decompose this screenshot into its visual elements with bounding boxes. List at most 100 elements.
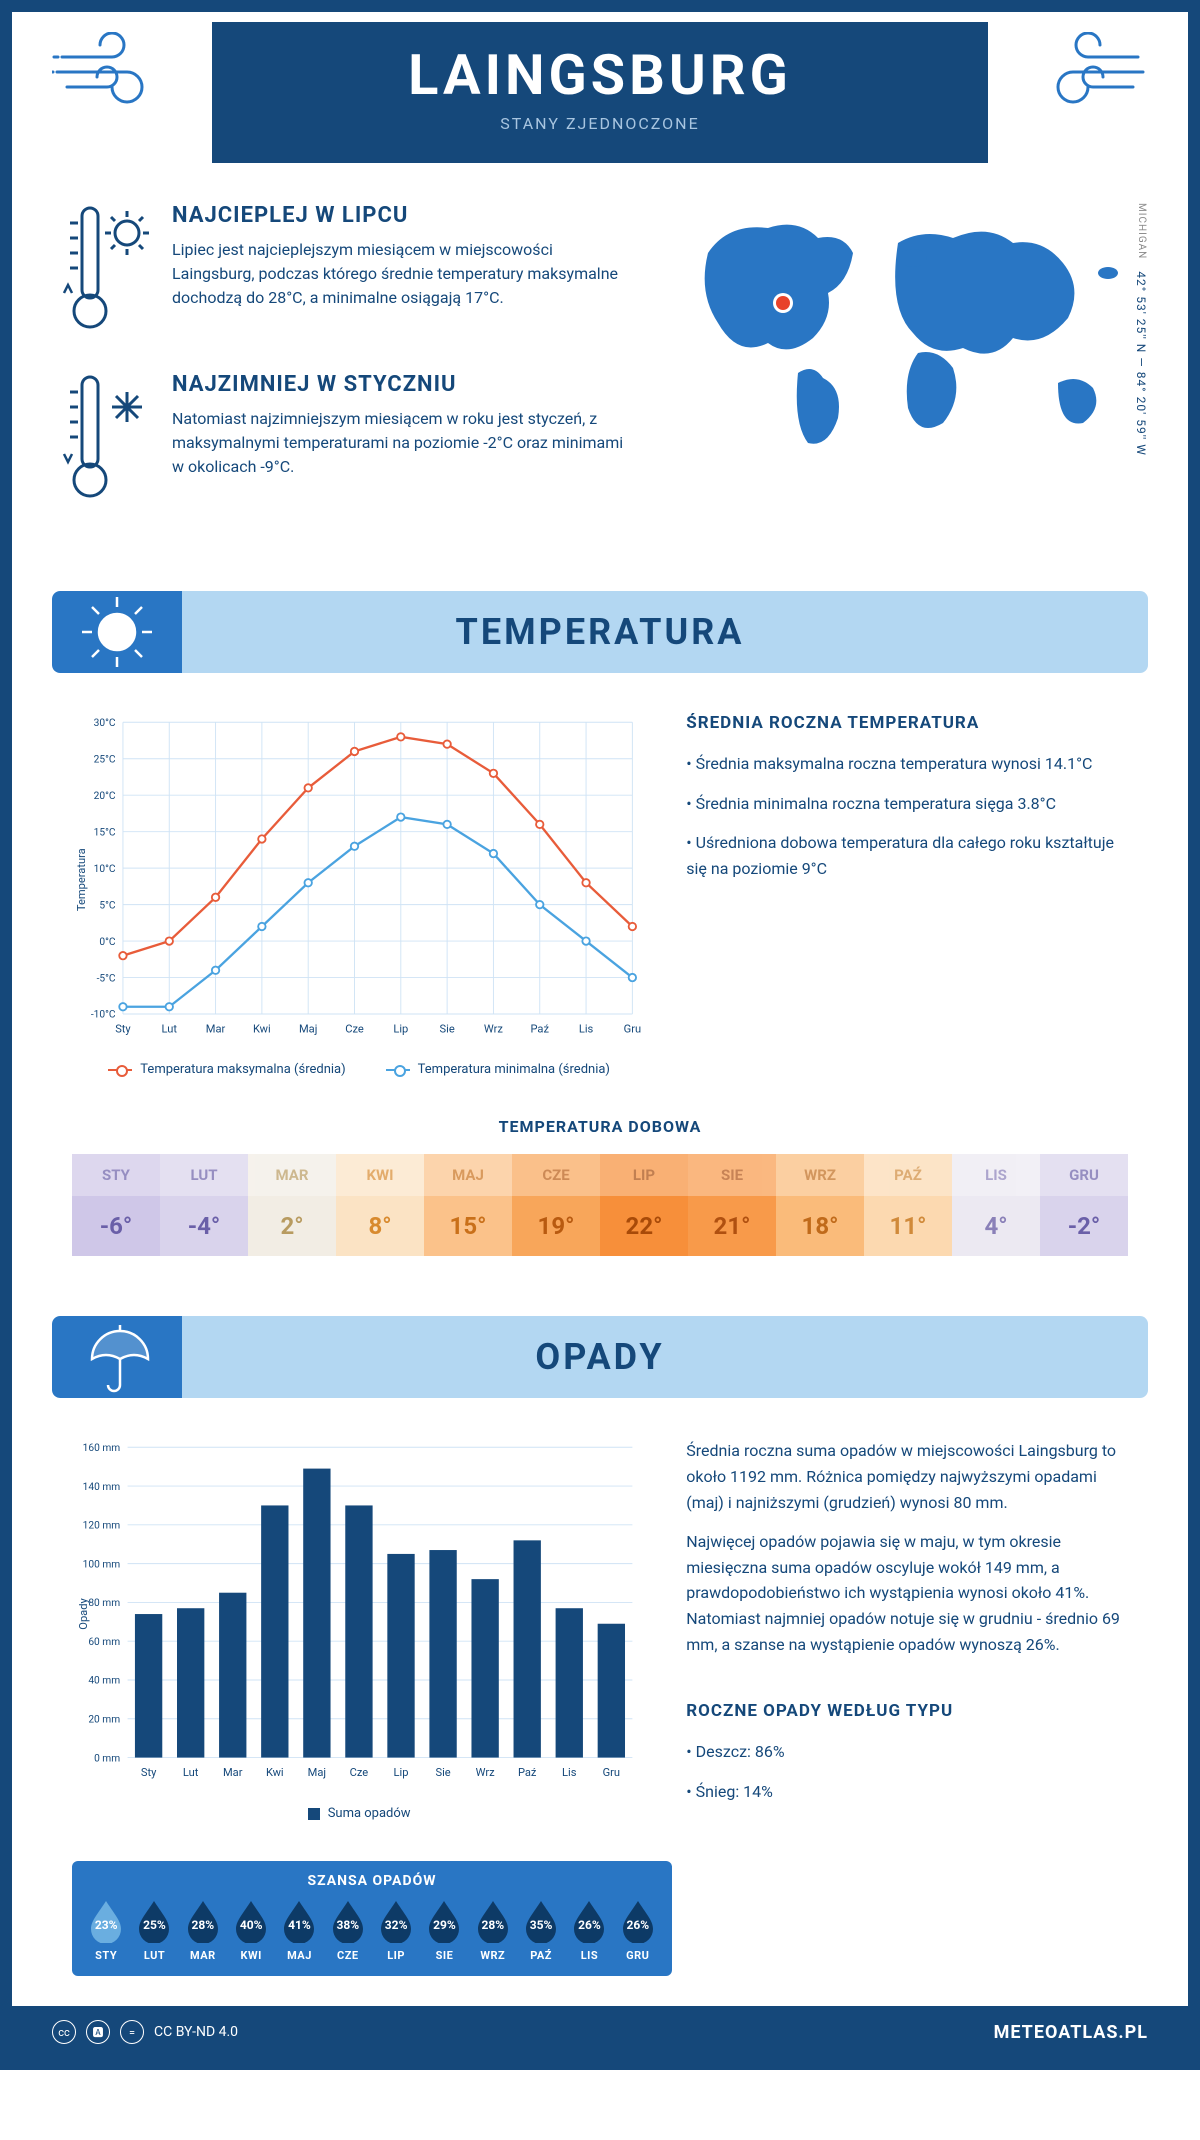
- cc-icon: cc: [52, 2020, 76, 2044]
- temp-col: KWI 8°: [336, 1154, 424, 1256]
- svg-text:Maj: Maj: [299, 1023, 317, 1036]
- temp-legend: Temperatura maksymalna (średnia) Tempera…: [72, 1062, 646, 1077]
- page: LAINGSBURG STANY ZJEDNOCZONE: [0, 0, 1200, 2070]
- bytype-title: ROCZNE OPADY WEDŁUG TYPU: [686, 1701, 1128, 1721]
- svg-text:Opady: Opady: [77, 1598, 90, 1630]
- svg-text:Paź: Paź: [530, 1023, 549, 1036]
- svg-text:Lis: Lis: [579, 1023, 594, 1036]
- daily-temp-section: TEMPERATURA DOBOWA STY -6°LUT -4°MAR 2°K…: [12, 1097, 1188, 1296]
- temp-col: LUT -4°: [160, 1154, 248, 1256]
- svg-text:Lut: Lut: [162, 1023, 178, 1036]
- svg-text:Cze: Cze: [345, 1023, 364, 1036]
- daily-temp-title: TEMPERATURA DOBOWA: [72, 1117, 1128, 1136]
- header-wrap: LAINGSBURG STANY ZJEDNOCZONE: [12, 12, 1188, 163]
- country-subtitle: STANY ZJEDNOCZONE: [212, 114, 988, 133]
- rain-chance-title: SZANSA OPADÓW: [72, 1873, 672, 1889]
- intro-section: NAJCIEPLEJ W LIPCU Lipiec jest najcieple…: [12, 163, 1188, 571]
- svg-text:100 mm: 100 mm: [83, 1560, 121, 1571]
- svg-text:Lip: Lip: [394, 1767, 409, 1780]
- svg-text:10°C: 10°C: [94, 864, 116, 875]
- drop-item: 26%LIS: [570, 1899, 608, 1962]
- world-map: [678, 203, 1138, 467]
- svg-text:Gru: Gru: [603, 1767, 620, 1780]
- warmest-body: Lipiec jest najcieplejszym miesiącem w m…: [172, 238, 638, 310]
- temp-col: WRZ 18°: [776, 1154, 864, 1256]
- precip-legend: Suma opadów: [72, 1806, 646, 1821]
- daily-temp-table: STY -6°LUT -4°MAR 2°KWI 8°MAJ 15°CZE 19°…: [72, 1154, 1128, 1256]
- svg-text:Wrz: Wrz: [476, 1767, 496, 1780]
- svg-text:Kwi: Kwi: [253, 1023, 271, 1036]
- coords-label: MICHIGAN 42° 53' 25'' N — 84° 20' 59'' W: [1134, 203, 1148, 456]
- precip-chart-row: 0 mm20 mm40 mm60 mm80 mm100 mm120 mm140 …: [12, 1398, 1188, 1841]
- temperature-line-chart: -10°C-5°C0°C5°C10°C15°C20°C25°C30°CStyLu…: [72, 713, 646, 1077]
- svg-text:Temperatura: Temperatura: [75, 848, 88, 911]
- svg-text:Lis: Lis: [562, 1767, 577, 1780]
- legend-min-label: Temperatura minimalna (średnia): [418, 1062, 610, 1077]
- temp-summary: ŚREDNIA ROCZNA TEMPERATURA • Średnia mak…: [686, 713, 1128, 1077]
- by-icon: 🅰: [86, 2020, 110, 2044]
- license-text: CC BY-ND 4.0: [154, 2024, 238, 2040]
- svg-text:-5°C: -5°C: [97, 973, 116, 984]
- svg-text:Sie: Sie: [435, 1767, 450, 1780]
- precip-para2: Najwięcej opadów pojawia się w maju, w t…: [686, 1529, 1128, 1657]
- svg-text:25°C: 25°C: [94, 754, 116, 765]
- thermometer-cold-icon: [62, 372, 152, 506]
- warmest-title: NAJCIEPLEJ W LIPCU: [172, 203, 638, 228]
- wind-icon-right: [1028, 32, 1148, 112]
- svg-text:Lut: Lut: [183, 1767, 199, 1780]
- footer: cc 🅰 = CC BY-ND 4.0 METEOATLAS.PL: [12, 2006, 1188, 2058]
- coldest-title: NAJZIMNIEJ W STYCZNIU: [172, 372, 638, 397]
- drop-item: 23%STY: [87, 1899, 125, 1962]
- header-banner: LAINGSBURG STANY ZJEDNOCZONE: [212, 22, 988, 163]
- precip-para1: Średnia roczna suma opadów w miejscowośc…: [686, 1438, 1128, 1515]
- umbrella-icon: [52, 1316, 182, 1398]
- bytype-item: • Śnieg: 14%: [686, 1779, 1128, 1805]
- svg-text:15°C: 15°C: [94, 827, 116, 838]
- drop-item: 41%MAJ: [280, 1899, 318, 1962]
- temp-col: GRU -2°: [1040, 1154, 1128, 1256]
- precip-bar-chart: 0 mm20 mm40 mm60 mm80 mm100 mm120 mm140 …: [72, 1438, 646, 1821]
- temp-col: MAR 2°: [248, 1154, 336, 1256]
- temperature-chart-row: -10°C-5°C0°C5°C10°C15°C20°C25°C30°CStyLu…: [12, 673, 1188, 1097]
- temp-bullet: • Średnia maksymalna roczna temperatura …: [686, 751, 1128, 777]
- svg-text:Maj: Maj: [308, 1767, 326, 1780]
- svg-text:Paź: Paź: [518, 1767, 537, 1780]
- footer-license: cc 🅰 = CC BY-ND 4.0: [52, 2020, 238, 2044]
- svg-text:Sie: Sie: [440, 1023, 455, 1036]
- rain-chance-panel: SZANSA OPADÓW 23%STY 25%LUT 28%MAR 40%KW…: [72, 1861, 672, 1976]
- svg-text:Wrz: Wrz: [484, 1023, 504, 1036]
- wind-icon-left: [52, 32, 172, 112]
- footer-site: METEOATLAS.PL: [994, 2022, 1148, 2043]
- precip-summary: Średnia roczna suma opadów w miejscowośc…: [686, 1438, 1128, 1821]
- precip-title: OPADY: [52, 1336, 1148, 1378]
- drop-item: 28%WRZ: [474, 1899, 512, 1962]
- precip-header: OPADY: [52, 1316, 1148, 1398]
- svg-text:Mar: Mar: [206, 1023, 226, 1036]
- coldest-block: NAJZIMNIEJ W STYCZNIU Natomiast najzimni…: [62, 372, 638, 506]
- region-label: MICHIGAN: [1136, 203, 1147, 259]
- svg-text:Sty: Sty: [115, 1023, 131, 1036]
- svg-text:Sty: Sty: [141, 1767, 157, 1780]
- svg-text:Cze: Cze: [350, 1767, 369, 1780]
- svg-text:40 mm: 40 mm: [88, 1676, 120, 1687]
- svg-text:20°C: 20°C: [94, 791, 116, 802]
- svg-text:Kwi: Kwi: [266, 1767, 284, 1780]
- temp-col: SIE 21°: [688, 1154, 776, 1256]
- drop-item: 29%SIE: [425, 1899, 463, 1962]
- coldest-text: NAJZIMNIEJ W STYCZNIU Natomiast najzimni…: [172, 372, 638, 506]
- svg-text:20 mm: 20 mm: [88, 1715, 120, 1726]
- latlon-label: 42° 53' 25'' N — 84° 20' 59'' W: [1134, 271, 1148, 456]
- temp-col: LIS 4°: [952, 1154, 1040, 1256]
- drop-item: 38%CZE: [329, 1899, 367, 1962]
- temperature-title: TEMPERATURA: [52, 611, 1148, 653]
- temp-bullet: • Uśredniona dobowa temperatura dla całe…: [686, 830, 1128, 881]
- svg-text:140 mm: 140 mm: [83, 1482, 121, 1493]
- temp-col: MAJ 15°: [424, 1154, 512, 1256]
- svg-text:160 mm: 160 mm: [83, 1443, 121, 1454]
- legend-precip-label: Suma opadów: [328, 1806, 411, 1821]
- svg-text:Mar: Mar: [223, 1767, 243, 1780]
- coldest-body: Natomiast najzimniejszym miesiącem w rok…: [172, 407, 638, 479]
- drop-item: 32%LIP: [377, 1899, 415, 1962]
- temp-col: STY -6°: [72, 1154, 160, 1256]
- drop-item: 25%LUT: [135, 1899, 173, 1962]
